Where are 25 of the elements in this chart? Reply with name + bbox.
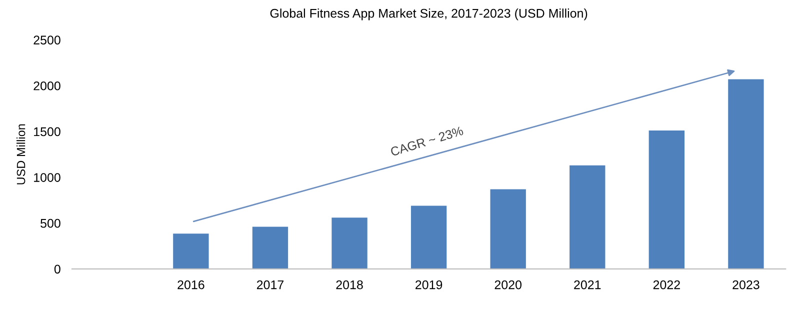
bar [728, 79, 764, 269]
x-tick-label: 2018 [336, 280, 363, 290]
bar [410, 206, 447, 269]
y-tick-label: 1000 [34, 173, 60, 182]
bar [332, 218, 368, 269]
bar [648, 130, 685, 269]
y-tick-label: 500 [40, 218, 60, 228]
bar [490, 189, 526, 269]
x-tick-label: 2017 [256, 280, 284, 290]
y-axis-title: USD Million [16, 124, 26, 184]
annotation: CAGR ~ 23% [390, 126, 464, 156]
bar [173, 234, 209, 269]
x-tick-label: 2023 [732, 280, 760, 290]
chart-title: Global Fitness App Market Size, 2017-2023 (USD Million) [270, 8, 588, 20]
x-tick-label: 2021 [574, 280, 601, 290]
x-tick-label: 2019 [416, 280, 442, 290]
y-tick-label: 0 [54, 264, 60, 274]
y-tick-label: 2000 [34, 81, 60, 90]
x-tick-label: 2016 [178, 280, 204, 290]
y-tick-label: 1500 [34, 127, 60, 136]
x-tick-label: 2020 [494, 280, 522, 290]
bar [252, 226, 288, 269]
bar [570, 165, 606, 269]
y-tick-label: 2500 [34, 36, 60, 44]
x-tick-label: 2022 [653, 280, 680, 290]
